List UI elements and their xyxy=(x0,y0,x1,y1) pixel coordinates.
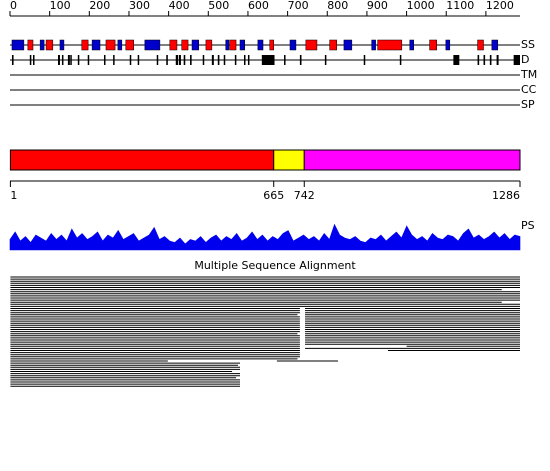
helix xyxy=(429,39,437,51)
disorder xyxy=(453,55,460,65)
disorder xyxy=(156,55,159,65)
strand xyxy=(144,39,161,51)
disorder xyxy=(103,55,106,65)
msa-title: Multiple Sequence Alignment xyxy=(194,259,356,272)
helix xyxy=(81,39,89,51)
strand xyxy=(117,39,123,51)
disorder xyxy=(247,55,250,65)
helix xyxy=(45,39,54,51)
disorder xyxy=(87,55,90,65)
ruler-label: 700 xyxy=(288,0,309,12)
strand xyxy=(91,39,101,51)
disorder xyxy=(183,55,186,65)
disorder xyxy=(489,55,492,65)
ruler-label: 800 xyxy=(327,0,348,12)
strand xyxy=(409,39,414,51)
ruler-label: 1200 xyxy=(486,0,514,12)
helix xyxy=(329,39,338,51)
helix xyxy=(205,39,213,51)
disorder xyxy=(29,55,32,65)
boundary-label: 742 xyxy=(294,189,315,202)
strand xyxy=(239,39,246,51)
ruler-label: 1100 xyxy=(446,0,474,12)
track-label: D xyxy=(521,53,529,66)
helix xyxy=(125,39,134,51)
domain xyxy=(9,149,275,171)
disorder xyxy=(61,55,64,65)
boundary-label: 665 xyxy=(263,189,284,202)
ruler-label: 1000 xyxy=(407,0,435,12)
strand xyxy=(445,39,451,51)
disorder xyxy=(70,55,72,65)
disorder xyxy=(137,55,140,65)
boundary-label: 1286 xyxy=(492,189,520,202)
disorder xyxy=(513,55,520,65)
helix xyxy=(477,39,484,51)
track-label: CC xyxy=(521,83,537,96)
disorder xyxy=(363,55,366,65)
disorder xyxy=(299,55,302,65)
disorder xyxy=(33,55,35,65)
strand xyxy=(59,39,65,51)
disorder xyxy=(477,55,480,65)
disorder xyxy=(483,55,486,65)
disorder xyxy=(223,55,226,65)
ruler-label: 600 xyxy=(248,0,269,12)
track-label: SP xyxy=(521,98,535,111)
ruler-label: 300 xyxy=(129,0,150,12)
disorder xyxy=(202,55,205,65)
disorder xyxy=(11,55,14,65)
disorder xyxy=(399,55,402,65)
disorder xyxy=(77,55,80,65)
disorder xyxy=(243,55,246,65)
disorder xyxy=(324,55,327,65)
helix xyxy=(377,39,403,51)
strand xyxy=(225,39,230,51)
ruler-label: 900 xyxy=(367,0,388,12)
ruler-label: 200 xyxy=(89,0,110,12)
ruler-label: 100 xyxy=(50,0,71,12)
disorder xyxy=(166,55,168,65)
helix xyxy=(305,39,318,51)
strand xyxy=(39,39,45,51)
disorder xyxy=(496,55,499,65)
disorder xyxy=(234,55,237,65)
disorder xyxy=(211,55,214,65)
helix xyxy=(105,39,116,51)
disorder xyxy=(129,55,132,65)
disorder xyxy=(67,55,70,65)
helix xyxy=(229,39,237,51)
ps-label: PS xyxy=(521,219,535,232)
domain xyxy=(273,149,305,171)
strand xyxy=(257,39,264,51)
track-label: TM xyxy=(520,68,537,81)
strand xyxy=(191,39,200,51)
helix xyxy=(169,39,178,51)
disorder xyxy=(57,55,60,65)
ruler-label: 0 xyxy=(10,0,17,12)
disorder xyxy=(113,55,115,65)
strand xyxy=(289,39,297,51)
ruler-label: 500 xyxy=(208,0,229,12)
disorder xyxy=(175,55,179,65)
helix xyxy=(269,39,274,51)
helix xyxy=(27,39,34,51)
helix xyxy=(181,39,189,51)
disorder xyxy=(217,55,220,65)
strand xyxy=(343,39,353,51)
boundary-label: 1 xyxy=(10,189,17,202)
track-label: SS xyxy=(521,38,535,51)
disorder xyxy=(261,55,275,65)
strand xyxy=(371,39,376,51)
ruler-label: 400 xyxy=(169,0,190,12)
disorder xyxy=(178,55,181,65)
strand xyxy=(491,39,499,51)
strand xyxy=(11,39,25,51)
domain xyxy=(303,149,521,171)
disorder xyxy=(190,55,192,65)
ps-profile xyxy=(9,223,521,251)
disorder xyxy=(284,55,286,65)
